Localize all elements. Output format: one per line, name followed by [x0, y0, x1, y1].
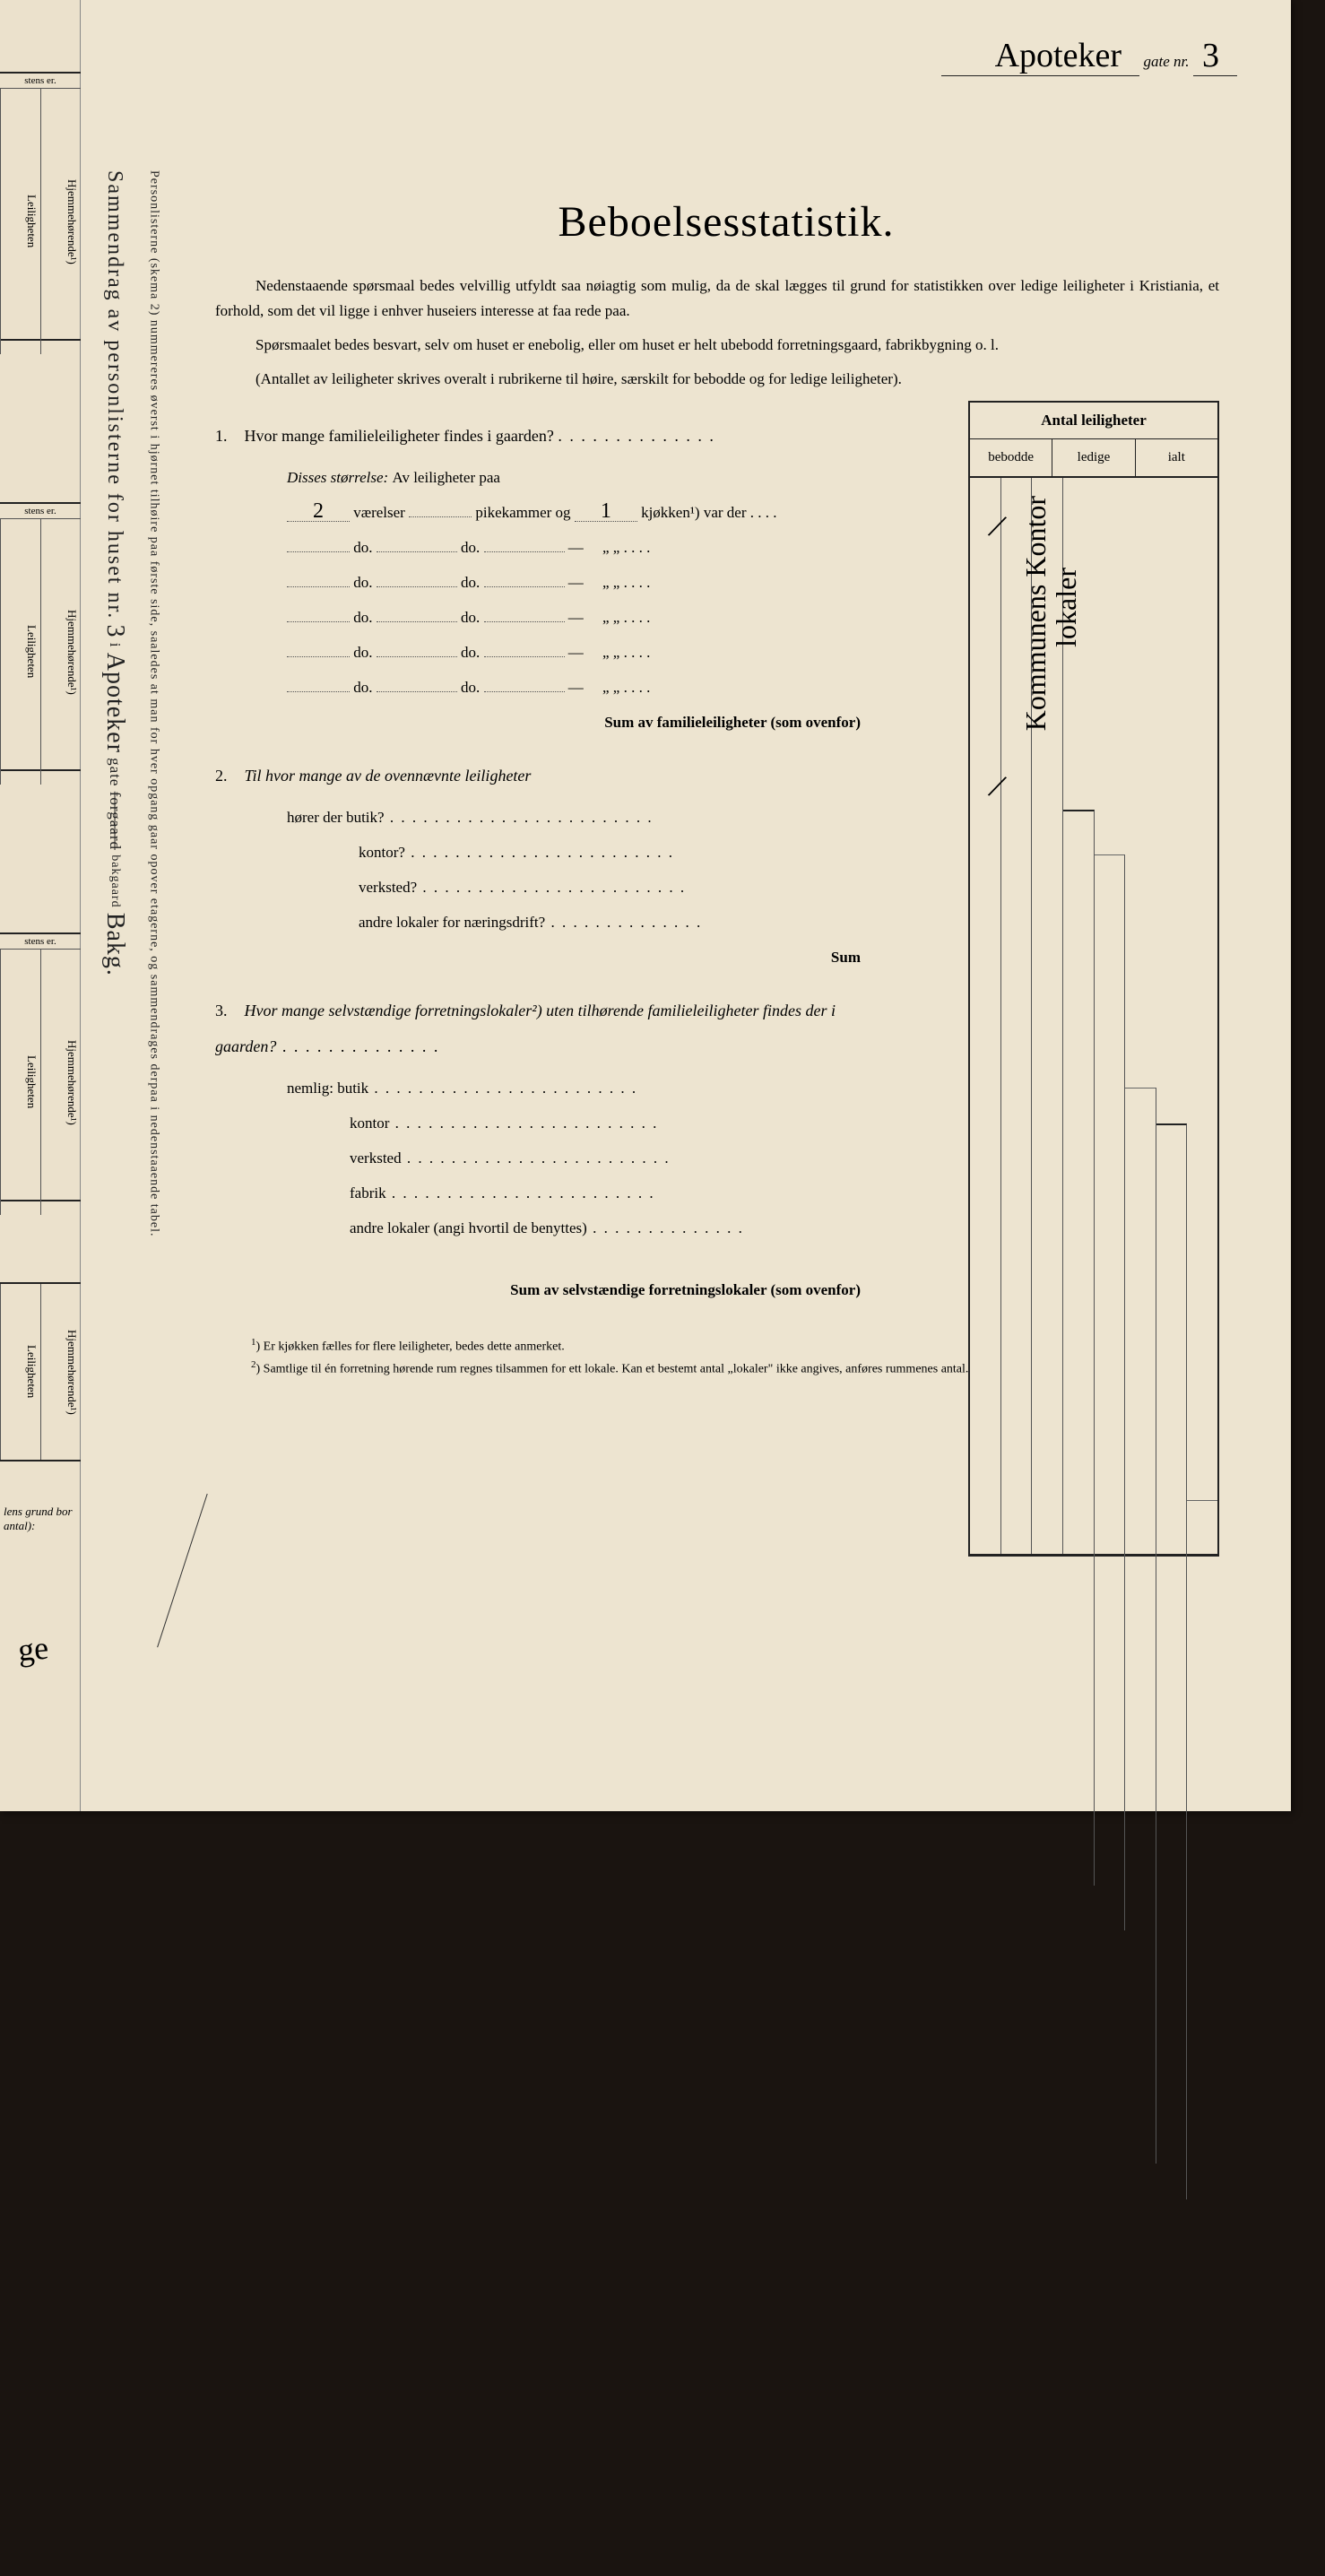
vertical-summary-band: Sammendrag av personlisterne for huset n… [94, 170, 148, 1515]
q1-subtitle: Disses størrelse: Av leiligheter paa [215, 460, 861, 495]
page-title: Beboelsesstatistik. [197, 197, 1255, 247]
vertical-house-number: 3 [101, 624, 129, 637]
vertical-street-hw: Apoteker [101, 653, 129, 753]
q3-fabrik: fabrik [215, 1175, 861, 1210]
street-header: Apoteker gate nr. 3 [771, 36, 1237, 76]
q2-line-butik: hører der butik? [215, 800, 861, 835]
col-bebodde: bebodde [970, 439, 1052, 476]
q2-line-kontor: kontor? [215, 835, 861, 870]
intro-p1: Nedenstaaende spørsmaal bedes velvillig … [197, 273, 1255, 324]
vertical-title: Sammendrag av personlisterne for huset n… [103, 170, 126, 620]
count-table: Antal leiligheter bebodde ledige ialt / … [968, 401, 1219, 1557]
left-header: stens er. [0, 74, 81, 89]
left-bottom-text: lens grund bor antal): [4, 1505, 77, 1533]
intro-p2: Spørsmaalet bedes besvart, selv om huset… [197, 333, 1255, 358]
hw-lokaler: lokaler [1050, 568, 1083, 647]
q1-row-do: do. do. — „ „ . . . . [215, 530, 861, 565]
footnote-2: Samtlige til én forretning hørende rum r… [264, 1363, 969, 1376]
q1-row-do: do. do. — „ „ . . . . [215, 565, 861, 600]
q1-row-do: do. do. — „ „ . . . . [215, 600, 861, 635]
street-name-handwritten: Apoteker [941, 36, 1139, 76]
q3-nemlig: nemlig: butik [215, 1071, 861, 1106]
question-1: 1. Hvor mange familieleiligheter findes … [215, 419, 861, 455]
left-handwriting: ge [16, 1629, 50, 1670]
vertical-instruction: Personlisterne (skema 2) nummereres øver… [143, 170, 163, 1237]
table-header-cols: bebodde ledige ialt [970, 439, 1217, 478]
table-col-3: lokaler [1032, 478, 1063, 1554]
form-area: Antal leiligheter bebodde ledige ialt / … [197, 419, 1255, 1380]
left-page-fragment: stens er. Leiligheten Hjemmehørende¹) st… [0, 0, 81, 1811]
vertical-bakgaard-hw: Bakg. [101, 913, 129, 976]
left-col-b: Hjemmehørende¹) [40, 89, 81, 354]
q1-row-do: do. do. — „ „ . . . . [215, 670, 861, 705]
table-col-1: / / [970, 478, 1001, 1554]
table-body: / / Kommunens Kontor lokaler [970, 478, 1217, 1554]
question-3: 3. Hvor mange selvstændige forretningslo… [215, 993, 861, 1064]
footnote-1: Er kjøkken fælles for flere leiligheter,… [264, 1340, 565, 1354]
q1-row-do: do. do. — „ „ . . . . [215, 635, 861, 670]
intro-p3: (Antallet av leiligheter skrives overalt… [197, 367, 1255, 392]
table-col-2: Kommunens Kontor [1001, 478, 1033, 1554]
q3-andre: andre lokaler (angi hvortil de benyttes) [215, 1210, 861, 1245]
q2-line-verksted: verksted? [215, 870, 861, 905]
q3-verksted: verksted [215, 1141, 861, 1175]
vertical-struck: forgaard [107, 792, 124, 850]
street-label: gate nr. [1144, 53, 1190, 70]
q2-line-andre: andre lokaler for næringsdrift? [215, 905, 861, 940]
stray-pencil-line [157, 1494, 309, 1680]
main-content: Beboelsesstatistik. Nedenstaaende spørsm… [197, 72, 1255, 1380]
table-header-top: Antal leiligheter [970, 403, 1217, 439]
left-header-2: stens er. [0, 504, 81, 519]
street-number-handwritten: 3 [1193, 36, 1237, 76]
q3-sum: Sum av selvstændige forretningslokaler (… [215, 1272, 861, 1308]
left-col-a: Leiligheten [0, 89, 40, 354]
q2-sum: Sum [215, 940, 861, 976]
col-ledige: ledige [1052, 439, 1135, 476]
q1-row-1: 2 værelser pikekammer og 1 kjøkken¹) var… [215, 495, 861, 530]
q1-sum: Sum av familieleiligheter (som ovenfor) [215, 705, 861, 741]
q3-kontor: kontor [215, 1106, 861, 1141]
question-2: 2. Til hvor mange av de ovennævnte leili… [215, 759, 861, 794]
col-ialt: ialt [1136, 439, 1217, 476]
document-page: stens er. Leiligheten Hjemmehørende¹) st… [0, 0, 1291, 1811]
